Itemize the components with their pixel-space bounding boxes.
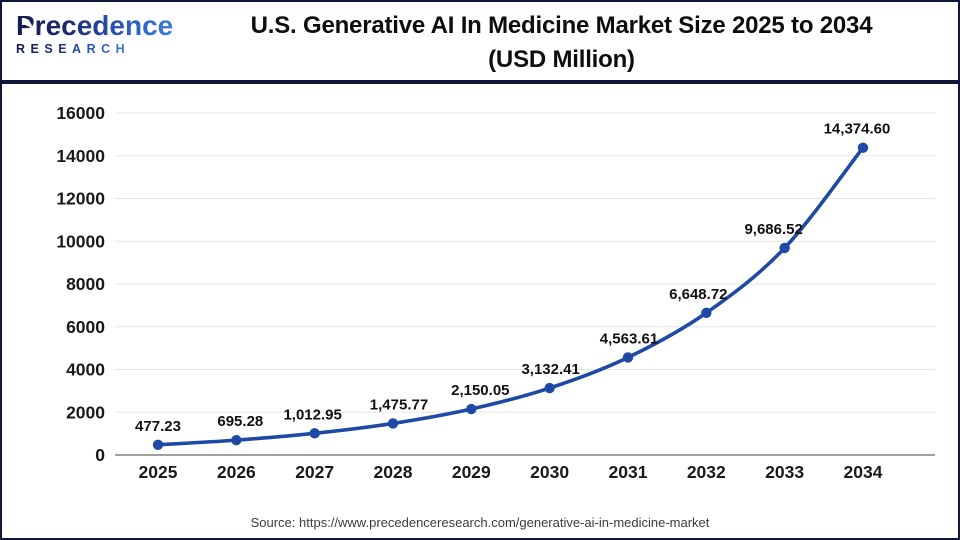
x-axis-label: 2033 <box>765 462 804 482</box>
data-point-label: 4,563.61 <box>600 330 658 347</box>
source-text: Source: https://www.precedenceresearch.c… <box>250 515 710 530</box>
y-axis-tick-label: 10000 <box>56 231 105 251</box>
x-axis-label: 2029 <box>452 462 491 482</box>
data-point-label: 1,012.95 <box>283 406 341 423</box>
data-point-marker <box>701 307 712 319</box>
x-axis-label: 2026 <box>217 462 256 482</box>
x-axis-label: 2034 <box>844 462 883 482</box>
data-point-marker <box>622 352 634 363</box>
header: Precedence RESEARCH U.S. Generative AI I… <box>2 2 958 80</box>
logo-text: Precedence <box>16 10 174 41</box>
y-axis-tick-label: 14000 <box>56 146 105 166</box>
data-point-label: 1,475.77 <box>370 396 428 413</box>
y-axis-tick-label: 16000 <box>56 103 105 123</box>
data-point-label: 6,648.72 <box>669 286 727 303</box>
y-axis-tick-label: 12000 <box>56 189 105 209</box>
data-point-marker <box>231 434 242 446</box>
data-point-label: 9,686.52 <box>744 221 802 238</box>
y-axis-tick-label: 6000 <box>66 317 105 337</box>
data-point-marker <box>152 439 164 450</box>
data-point-marker <box>544 382 555 394</box>
footer: Source: https://www.precedenceresearch.c… <box>2 508 958 532</box>
data-point-marker <box>387 418 399 429</box>
chart-title: U.S. Generative AI In Medicine Market Si… <box>187 2 958 80</box>
y-axis-tick-label: 2000 <box>66 402 105 422</box>
data-point-label: 695.28 <box>217 413 263 430</box>
chart-area: 0 2000 4000 6000 8000 10000 12000 14000 16000 202… <box>2 84 958 508</box>
logo-subtext: RESEARCH <box>16 42 131 56</box>
x-axis-label: 2032 <box>687 462 726 482</box>
chart-title-line1: U.S. Generative AI In Medicine Market Si… <box>250 12 873 39</box>
x-axis-label: 2030 <box>530 462 569 482</box>
precedence-logo: Precedence RESEARCH <box>2 2 187 80</box>
data-point-label: 477.23 <box>135 418 181 435</box>
y-axis-tick-label: 4000 <box>66 360 105 380</box>
data-point-marker <box>309 428 320 439</box>
market-size-line-chart: 0 2000 4000 6000 8000 10000 12000 14000 16000 202… <box>56 103 935 482</box>
trend-line <box>156 145 865 447</box>
logo-wordmark: Precedence <box>16 12 173 40</box>
x-axis-label: 2027 <box>295 462 334 482</box>
data-point-label: 14,374.60 <box>824 121 891 138</box>
x-axis-label: 2031 <box>609 462 648 482</box>
chart-title-line2: (USD Million) <box>488 46 635 73</box>
header-divider <box>2 80 958 84</box>
x-axis-label: 2025 <box>139 462 178 482</box>
y-axis-tick-label: 8000 <box>66 274 105 294</box>
data-point-marker <box>779 242 790 254</box>
x-axis-label: 2028 <box>374 462 413 482</box>
data-point-marker <box>857 142 869 153</box>
y-axis-tick-label: 0 <box>95 445 105 465</box>
data-point-label: 3,132.41 <box>521 361 579 378</box>
data-point-marker <box>466 403 477 415</box>
data-point-label: 2,150.05 <box>451 382 509 399</box>
